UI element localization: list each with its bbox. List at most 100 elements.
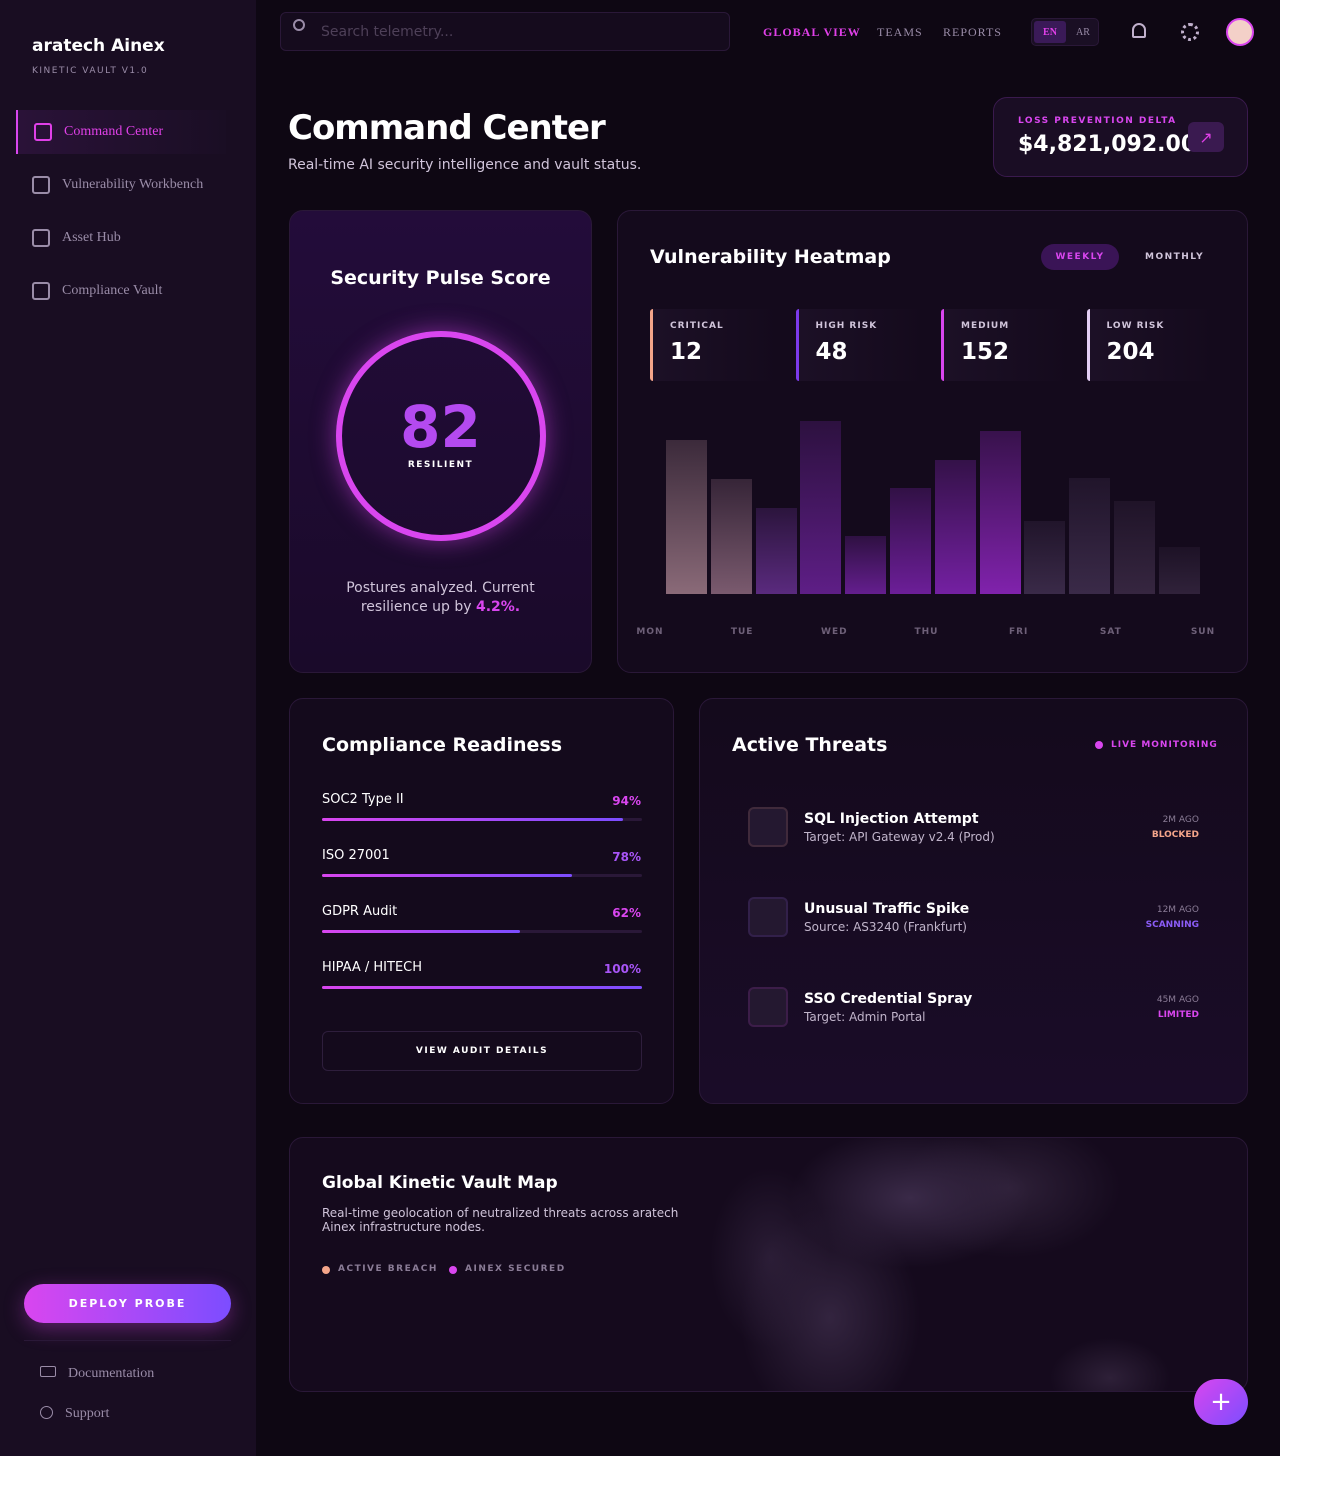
pulse-ring <box>336 331 546 541</box>
nav-label: Compliance Vault <box>62 283 163 298</box>
threat-state: LIMITED <box>1157 1010 1199 1020</box>
threats-card: Active Threats LIVE MONITORING SQL Injec… <box>699 698 1248 1104</box>
stat: MEDIUM 152 <box>941 309 1071 381</box>
support-text: Support <box>65 1406 110 1421</box>
heatmap-card: Vulnerability Heatmap WEEKLY MONTHLY CRI… <box>617 210 1248 673</box>
threat-icon <box>748 987 788 1027</box>
nav-icon <box>32 229 50 247</box>
version: KINETIC VAULT V1.0 <box>32 66 149 76</box>
threat-icon <box>748 807 788 847</box>
heat-bar <box>890 488 931 594</box>
stat-label: LOW RISK <box>1106 321 1165 331</box>
page-subtitle: Real-time AI security intelligence and v… <box>288 157 642 173</box>
tab-weekly[interactable]: WEEKLY <box>1041 244 1119 270</box>
pulse-status: RESILIENT <box>407 460 474 470</box>
map-shape <box>710 1138 1247 1391</box>
progress-bar <box>322 986 642 989</box>
heat-bar <box>845 536 887 594</box>
heat-bar <box>800 421 842 594</box>
item-name: GDPR Audit <box>322 904 398 919</box>
live-status: LIVE MONITORING <box>1111 740 1218 750</box>
heat-bar <box>755 508 797 594</box>
docs-text: Documentation <box>68 1366 155 1381</box>
kpi-value: $4,821,092.00 <box>1018 132 1197 157</box>
nav-icon <box>32 176 50 194</box>
heat-bar <box>1069 478 1111 594</box>
threats-title: Active Threats <box>732 734 888 756</box>
audit-button[interactable]: VIEW AUDIT DETAILS <box>322 1031 642 1071</box>
stat-value: 152 <box>961 339 1010 365</box>
threat-time: 45M AGO <box>1156 995 1199 1005</box>
page-title: Command Center <box>288 108 606 148</box>
day-label: SAT <box>1099 627 1122 637</box>
day-label: FRI <box>1008 627 1029 637</box>
note-text: Postures analyzed. Current resilience up… <box>346 580 535 615</box>
heat-bar <box>1158 547 1200 594</box>
app: aratech Ainex KINETIC VAULT V1.0 DEPLOY … <box>0 0 1280 1456</box>
search-placeholder: Search telemetry... <box>321 24 454 40</box>
item-value: 100% <box>603 962 641 976</box>
map-description: Real-time geolocation of neutralized thr… <box>322 1206 679 1234</box>
map-card: Global Kinetic Vault Map Real-time geolo… <box>289 1137 1248 1392</box>
nav-item[interactable]: Compliance Vault <box>16 269 226 313</box>
threat-state: SCANNING <box>1145 920 1199 930</box>
heatmap-title: Vulnerability Heatmap <box>650 246 891 268</box>
heat-bar <box>710 479 752 594</box>
pulse-card: Security Pulse Score 82 RESILIENT Postur… <box>289 210 592 673</box>
progress-bar <box>322 930 521 933</box>
stat: HIGH RISK 48 <box>795 309 926 381</box>
threat-title: Unusual Traffic Spike <box>804 901 970 917</box>
day-label: WED <box>821 627 848 637</box>
top-link[interactable]: REPORTS <box>943 25 1002 39</box>
avatar[interactable] <box>1226 18 1254 46</box>
compliance-card: Compliance Readiness VIEW AUDIT DETAILS … <box>289 698 674 1104</box>
item-value: 62% <box>612 906 641 920</box>
support-link[interactable]: Support <box>40 1406 109 1422</box>
docs-link[interactable]: Documentation <box>40 1366 154 1382</box>
search-box[interactable]: Search telemetry... <box>280 12 730 51</box>
nav-label: Asset Hub <box>62 230 121 245</box>
nav-label: Command Center <box>64 124 164 139</box>
stat-label: HIGH RISK <box>815 321 878 331</box>
trend-icon: ↗ <box>1188 122 1224 152</box>
threat-state: BLOCKED <box>1151 830 1199 840</box>
day-label: SUN <box>1190 627 1216 637</box>
top-link[interactable]: TEAMS <box>877 25 923 39</box>
pulse-note: Postures analyzed. Current resilience up… <box>340 579 541 617</box>
legend-dot <box>322 1266 330 1274</box>
day-label: TUE <box>730 627 754 637</box>
nav-icon <box>32 282 50 300</box>
top-link[interactable]: GLOBAL VIEW <box>763 25 861 39</box>
threat-detail: Target: Admin Portal <box>804 1010 926 1024</box>
day-label: MON <box>636 627 664 637</box>
fab[interactable]: + <box>1194 1379 1248 1425</box>
progress-bar <box>322 818 623 821</box>
divider <box>24 1340 231 1341</box>
pulse-title: Security Pulse Score <box>330 267 551 289</box>
day-label: THU <box>914 627 939 637</box>
lang-ar[interactable]: AR <box>1076 26 1090 38</box>
deploy-button[interactable]: DEPLOY PROBE <box>24 1284 231 1323</box>
map-title: Global Kinetic Vault Map <box>322 1173 558 1193</box>
item-value: 78% <box>612 850 641 864</box>
nav-item[interactable]: Asset Hub <box>16 216 226 260</box>
threat-detail: Target: API Gateway v2.4 (Prod) <box>804 830 995 844</box>
stat-label: CRITICAL <box>670 321 724 331</box>
stat-value: 48 <box>815 339 848 365</box>
nav-item[interactable]: Command Center <box>16 110 226 154</box>
progress-bar <box>322 874 572 877</box>
live-dot <box>1095 741 1103 749</box>
nav-label: Vulnerability Workbench <box>62 177 204 192</box>
lang-en[interactable]: EN <box>1034 21 1066 43</box>
legend-label: ACTIVE BREACH <box>338 1264 438 1274</box>
stat: LOW RISK 204 <box>1086 309 1217 381</box>
legend-label: AINEX SECURED <box>465 1264 566 1274</box>
heat-bar <box>666 440 707 594</box>
tab-monthly[interactable]: MONTHLY <box>1145 252 1205 262</box>
nav-item[interactable]: Vulnerability Workbench <box>16 163 226 207</box>
settings-icon[interactable] <box>1181 23 1199 41</box>
bell-icon[interactable] <box>1132 23 1146 38</box>
search-icon <box>293 19 305 31</box>
threat-time: 2M AGO <box>1162 815 1199 825</box>
brand: aratech Ainex <box>32 36 165 56</box>
